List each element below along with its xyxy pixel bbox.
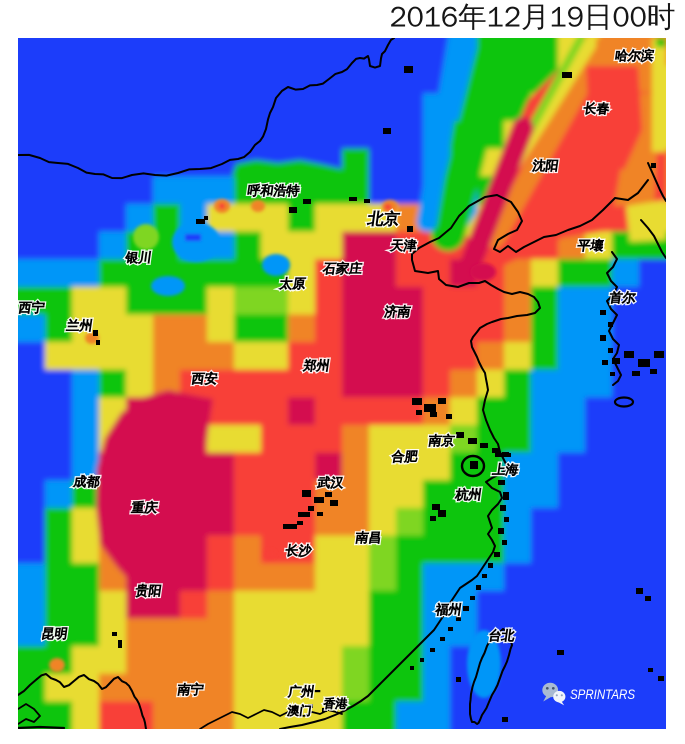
- svg-text:SPRINTARS: SPRINTARS: [570, 687, 635, 702]
